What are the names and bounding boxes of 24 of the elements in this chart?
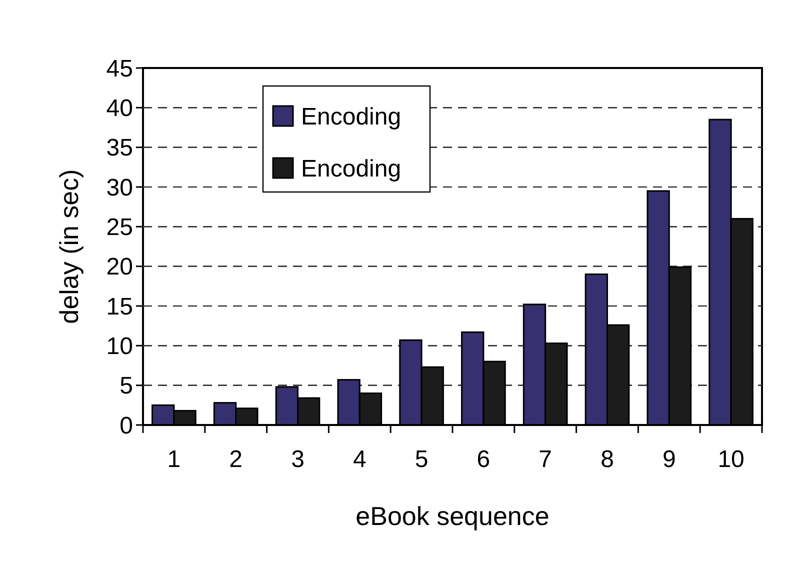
x-axis-title: eBook sequence bbox=[356, 501, 550, 531]
x-tick-label: 6 bbox=[476, 446, 490, 473]
x-tick-label: 1 bbox=[167, 446, 181, 473]
legend-label: Encoding bbox=[301, 103, 402, 130]
x-tick-label: 2 bbox=[229, 446, 243, 473]
y-tick-label: 15 bbox=[106, 293, 133, 320]
x-tick-label: 9 bbox=[662, 446, 676, 473]
x-tick-label: 7 bbox=[538, 446, 552, 473]
y-axis-title: delay (in sec) bbox=[54, 169, 84, 324]
y-tick-label: 30 bbox=[106, 174, 133, 202]
y-tick-label: 5 bbox=[120, 372, 133, 400]
legend-label: Encoding bbox=[301, 155, 402, 182]
y-tick-label: 10 bbox=[106, 333, 133, 360]
y-tick-label: 40 bbox=[106, 95, 133, 122]
x-tick-label: 10 bbox=[718, 446, 744, 473]
y-tick-label: 25 bbox=[106, 214, 133, 242]
x-tick-label: 5 bbox=[414, 446, 428, 473]
y-tick-label: 0 bbox=[120, 412, 133, 440]
y-tick-label: 45 bbox=[106, 55, 133, 82]
x-tick-label: 3 bbox=[291, 446, 304, 473]
y-tick-label: 35 bbox=[106, 134, 133, 162]
x-tick-label: 4 bbox=[352, 446, 366, 473]
y-tick-label: 20 bbox=[106, 254, 133, 281]
x-tick-label: 8 bbox=[600, 446, 614, 473]
